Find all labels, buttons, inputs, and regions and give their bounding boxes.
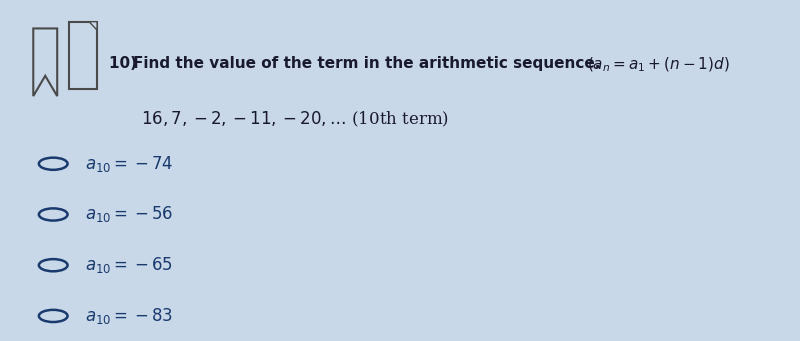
Text: $(a_n = a_1 + (n-1)d)$: $(a_n = a_1 + (n-1)d)$ (587, 56, 730, 74)
Polygon shape (89, 22, 97, 30)
Text: $a_{10} = -83$: $a_{10} = -83$ (85, 306, 174, 326)
Text: $16, 7, -2, -11, -20, \ldots$ (10th term): $16, 7, -2, -11, -20, \ldots$ (10th term… (141, 109, 449, 129)
Text: $a_{10} = -56$: $a_{10} = -56$ (85, 205, 174, 224)
Text: 10): 10) (109, 56, 142, 71)
Text: $a_{10} = -74$: $a_{10} = -74$ (85, 154, 174, 174)
Text: $a_{10} = -65$: $a_{10} = -65$ (85, 255, 173, 275)
Text: Find the value of the term in the arithmetic sequence.: Find the value of the term in the arithm… (133, 56, 611, 71)
